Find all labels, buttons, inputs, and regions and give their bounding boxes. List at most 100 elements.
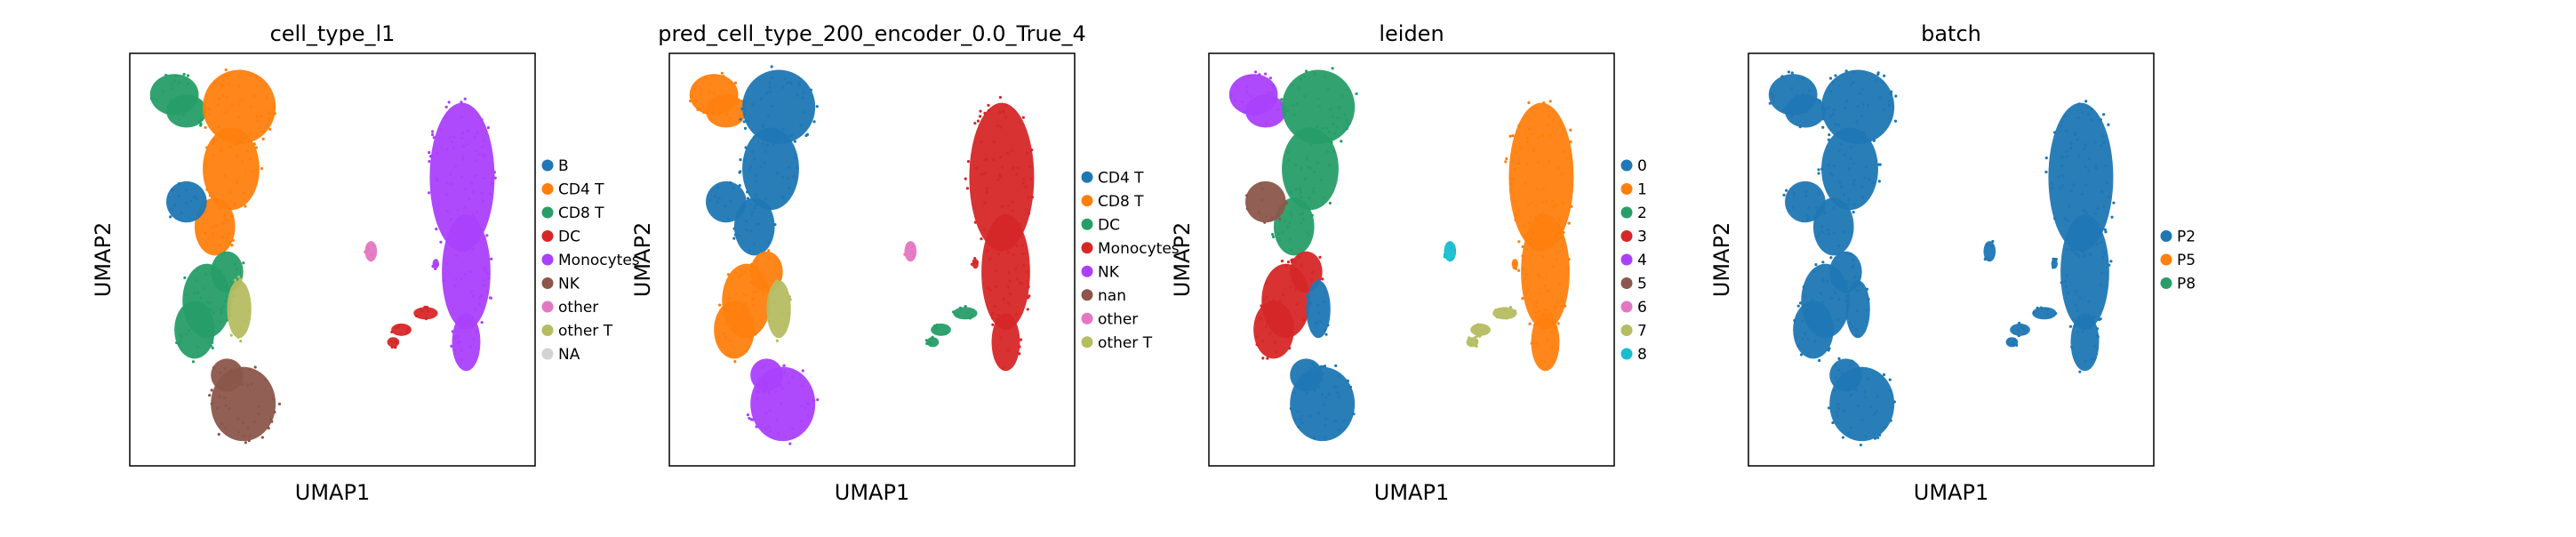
data-point (1450, 246, 1453, 250)
data-point (793, 140, 797, 143)
data-point (704, 76, 708, 80)
data-point (1300, 414, 1304, 418)
data-point (1517, 124, 1521, 127)
data-point (2105, 180, 2109, 185)
data-point (1845, 99, 1849, 102)
data-point (995, 285, 998, 288)
data-point (1326, 87, 1331, 92)
data-point (230, 244, 234, 247)
data-point (1336, 116, 1340, 119)
data-point (952, 310, 956, 314)
data-point (910, 250, 914, 253)
data-point (1889, 92, 1893, 96)
data-point (1313, 72, 1316, 76)
data-point (1511, 178, 1515, 181)
data-point (1865, 287, 1869, 291)
data-point (903, 252, 907, 256)
data-point (767, 311, 771, 315)
data-point (471, 212, 475, 216)
data-point (757, 222, 762, 226)
data-point (1842, 193, 1845, 196)
data-point (1016, 166, 1020, 170)
data-point (209, 344, 212, 348)
data-point (169, 215, 172, 219)
data-point (741, 292, 745, 296)
cluster-left-b-blob-blob (1785, 180, 1826, 223)
data-point (1311, 270, 1315, 275)
data-point (764, 149, 767, 154)
data-point (2083, 147, 2086, 150)
data-point (415, 314, 419, 318)
data-point (196, 345, 199, 349)
data-point (1308, 366, 1312, 371)
data-point (1804, 194, 1808, 198)
data-point (722, 332, 725, 335)
data-point (1860, 134, 1864, 138)
data-point (225, 95, 228, 99)
legend-marker (541, 206, 554, 219)
cluster-left-bottom-blob (211, 358, 244, 392)
data-point (1780, 75, 1784, 78)
legend-label: DC (558, 228, 580, 246)
data-point (1265, 122, 1268, 125)
data-point (447, 100, 451, 104)
data-point (219, 146, 222, 149)
data-point (472, 338, 476, 341)
data-point (1858, 92, 1862, 95)
data-point (1548, 114, 1551, 118)
data-point (252, 142, 256, 146)
data-point (780, 312, 785, 316)
data-point (768, 409, 772, 413)
data-point (2007, 341, 2011, 345)
data-point (1821, 207, 1825, 211)
data-point (1817, 232, 1820, 236)
data-point (1286, 314, 1290, 317)
cluster-left-middle-blob (1793, 301, 1834, 359)
data-point (1826, 279, 1829, 283)
data-point (269, 417, 273, 421)
data-point (2070, 345, 2074, 349)
data-point (1793, 190, 1796, 195)
data-point (1000, 204, 1004, 208)
data-point (2065, 129, 2068, 132)
data-point (1300, 166, 1303, 170)
data-point (1325, 150, 1330, 154)
data-point (739, 117, 742, 121)
data-point (469, 181, 474, 185)
data-point (1873, 437, 1877, 440)
data-point (1867, 178, 1871, 181)
legend: P2 P5 P8 (2160, 228, 2196, 293)
data-point (1828, 347, 1831, 350)
data-point (696, 108, 700, 111)
data-point (1548, 133, 1552, 137)
data-point (463, 205, 467, 209)
data-point (1514, 151, 1518, 155)
data-point (931, 335, 934, 339)
data-point (1851, 135, 1854, 140)
data-point (768, 391, 772, 395)
data-point (456, 233, 460, 236)
legend-marker (1620, 206, 1633, 219)
data-point (1876, 71, 1880, 75)
data-point (1018, 345, 1021, 349)
data-point (1321, 372, 1324, 375)
data-point (750, 210, 754, 214)
data-point (2089, 222, 2093, 226)
cluster-left-b-blob-blob (706, 180, 747, 223)
data-point (1809, 301, 1812, 304)
data-point (1320, 127, 1324, 131)
data-point (1548, 160, 1551, 164)
data-point (2068, 233, 2073, 236)
data-point (178, 81, 181, 84)
data-point (1302, 218, 1306, 221)
data-point (1830, 173, 1834, 177)
data-point (1316, 161, 1319, 164)
data-point (1566, 266, 1570, 269)
data-point (753, 333, 757, 336)
data-point (1821, 125, 1825, 129)
data-point (1836, 124, 1841, 127)
data-point (1346, 379, 1349, 382)
data-point (186, 82, 190, 86)
data-point (1524, 277, 1527, 281)
data-point (1541, 255, 1545, 259)
